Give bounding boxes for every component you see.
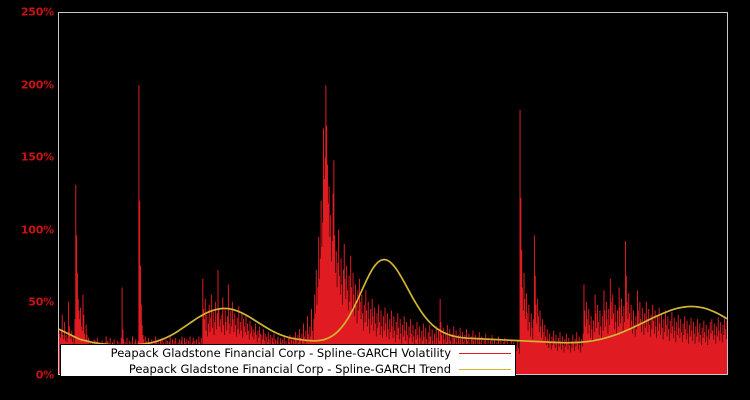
plot-canvas	[59, 85, 727, 374]
legend-swatch-volatility	[459, 353, 511, 354]
y-tick-label: 200%	[20, 78, 54, 92]
y-tick-label: 100%	[20, 223, 54, 237]
legend-label-volatility: Peapack Gladstone Financial Corp - Splin…	[110, 346, 451, 360]
y-tick-label: 250%	[20, 5, 54, 19]
y-tick-label: 50%	[28, 295, 54, 309]
trend-line	[59, 258, 727, 346]
trend-series	[59, 258, 727, 346]
y-tick-label: 0%	[35, 368, 54, 382]
legend-item-volatility: Peapack Gladstone Financial Corp - Splin…	[61, 346, 515, 361]
legend-item-trend: Peapack Gladstone Financial Corp - Splin…	[61, 362, 515, 377]
plot-area	[58, 12, 728, 375]
y-tick-label: 150%	[20, 150, 54, 164]
legend-swatch-trend	[459, 369, 511, 370]
y-axis: 0% 50% 100% 150% 200% 250%	[0, 0, 54, 400]
legend-label-trend: Peapack Gladstone Financial Corp - Splin…	[128, 362, 451, 376]
chart-legend[interactable]: Peapack Gladstone Financial Corp - Splin…	[60, 344, 516, 377]
